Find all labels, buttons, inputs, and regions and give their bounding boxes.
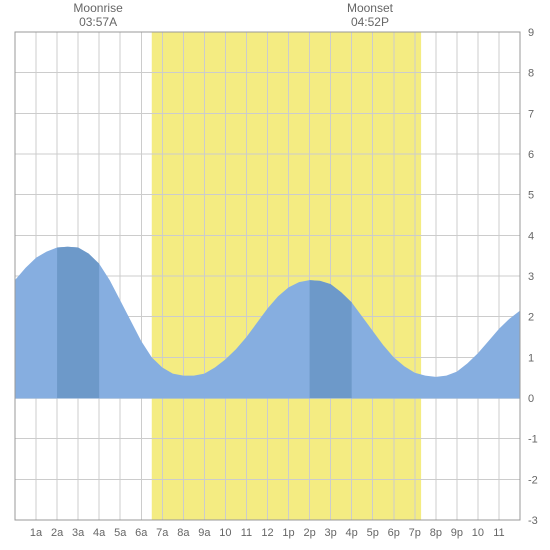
x-tick-label: 7p (409, 527, 421, 539)
y-tick-label: 6 (528, 149, 534, 161)
y-tick-label: -3 (528, 515, 538, 527)
x-tick-label: 11 (241, 527, 252, 539)
x-tick-label: 7a (156, 527, 169, 539)
x-tick-label: 6p (388, 527, 400, 539)
y-tick-label: 5 (528, 190, 534, 202)
x-tick-label: 3a (72, 527, 85, 539)
header-title: Moonrise (73, 1, 123, 15)
y-tick-label: 8 (528, 68, 534, 80)
y-tick-label: -2 (528, 474, 538, 486)
tide-shadow (57, 247, 99, 398)
x-tick-label: 8a (177, 527, 190, 539)
chart-svg: 1a2a3a4a5a6a7a8a9a1011121p2p3p4p5p6p7p8p… (0, 0, 550, 550)
tide-chart: 1a2a3a4a5a6a7a8a9a1011121p2p3p4p5p6p7p8p… (0, 0, 550, 550)
x-tick-label: 6a (135, 527, 148, 539)
header-title: Moonset (347, 1, 394, 15)
x-tick-label: 1a (30, 527, 43, 539)
header-value: 03:57A (79, 15, 117, 29)
tide-shadow (310, 280, 352, 398)
x-tick-label: 5p (367, 527, 379, 539)
x-tick-label: 9p (451, 527, 463, 539)
x-tick-label: 12 (261, 527, 273, 539)
x-tick-label: 2p (303, 527, 315, 539)
x-tick-label: 4p (346, 527, 358, 539)
x-tick-label: 4a (93, 527, 106, 539)
y-tick-label: 3 (528, 271, 534, 283)
x-tick-label: 9a (198, 527, 211, 539)
x-tick-label: 11 (493, 527, 504, 539)
header-value: 04:52P (351, 15, 389, 29)
x-tick-label: 10 (219, 527, 231, 539)
y-tick-label: 4 (528, 230, 534, 242)
y-tick-label: 1 (528, 352, 534, 364)
x-tick-label: 1p (282, 527, 294, 539)
x-tick-label: 8p (430, 527, 442, 539)
y-tick-label: 9 (528, 27, 534, 39)
x-tick-label: 10 (472, 527, 484, 539)
x-tick-label: 3p (325, 527, 337, 539)
x-tick-label: 5a (114, 527, 127, 539)
y-tick-label: 7 (528, 108, 534, 120)
y-tick-label: 0 (528, 393, 534, 405)
y-tick-label: -1 (528, 434, 538, 446)
x-tick-label: 2a (51, 527, 64, 539)
y-tick-label: 2 (528, 312, 534, 324)
